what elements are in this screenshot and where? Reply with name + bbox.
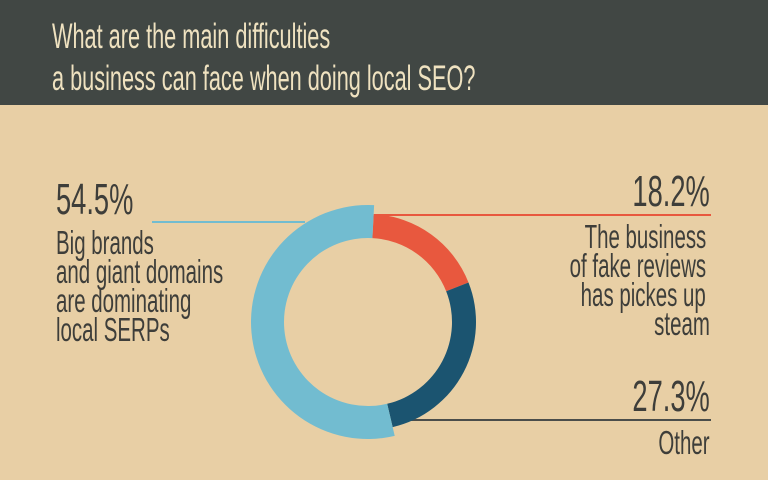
value-label-big-brands: 54.5% [56, 175, 134, 224]
slice-label-fake-reviews-line-1: The business [584, 218, 706, 255]
slice-label-fake-reviews-line-2: of fake reviews [569, 247, 706, 284]
value-label-other: 27.3% [632, 372, 710, 421]
title-line-1: What are the main difficulties [52, 17, 331, 56]
slice-label-big-brands-line-3: are dominating [56, 282, 192, 319]
value-label-fake-reviews: 18.2% [632, 167, 710, 216]
slice-label-big-brands-line-2: and giant domains [56, 253, 224, 290]
slice-label-other: Other [658, 424, 710, 461]
donut-slice-fake-reviews [372, 214, 469, 292]
slice-label-big-brands-line-4: local SERPs [56, 311, 170, 348]
donut-slice-big-brands [251, 204, 395, 439]
title-line-2: a business can face when doing local SEO… [52, 59, 476, 98]
header-banner: What are the main difficulties a busines… [0, 0, 768, 105]
slice-label-big-brands-line-1: Big brands [56, 224, 154, 261]
slice-label-fake-reviews-line-4: steam [654, 305, 710, 342]
slice-label-fake-reviews-line-3: has pickes up [580, 276, 706, 313]
donut-slice-other [387, 282, 476, 428]
